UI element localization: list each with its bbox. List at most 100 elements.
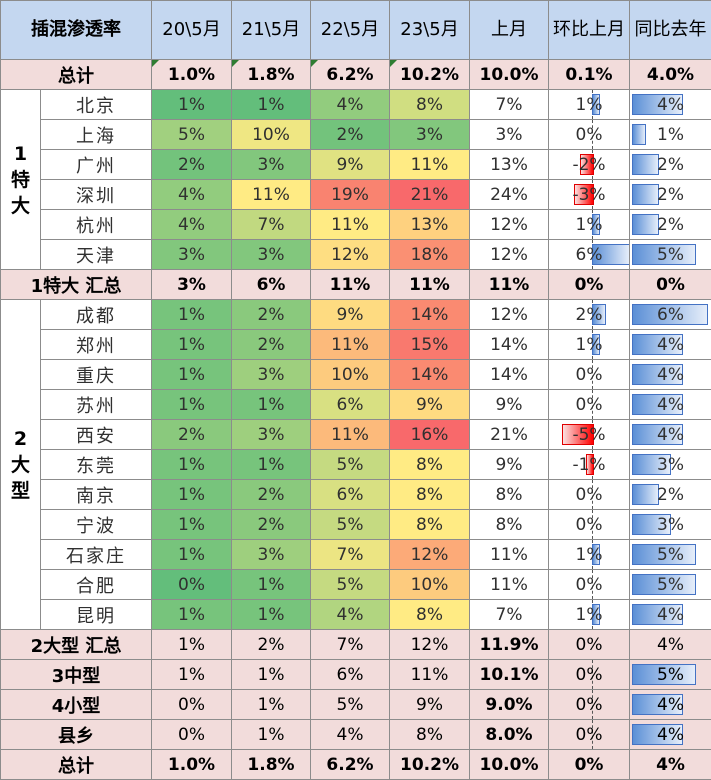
summary-label: 3中型 [1,660,152,690]
yoy-cell: 4% [630,690,711,720]
summary-yoy: 4% [630,750,711,780]
cell-20-may: 2% [152,420,232,450]
mom-value: 1% [576,215,603,235]
summary-22-may: 6.2% [311,750,390,780]
mom-cell: 1% [549,90,630,120]
cell-20-may: 3% [152,240,232,270]
mom-value: 1% [576,605,603,625]
cell-21-may: 10% [232,120,311,150]
mom-cell: 0% [549,120,630,150]
cell-21-may: 1% [232,90,311,120]
cell-last-month: 12% [470,240,549,270]
cell-23-may: 14% [390,360,470,390]
yoy-cell: 5% [630,540,711,570]
mom-value: 6% [576,245,603,265]
mom-cell: -1% [549,450,630,480]
cell-22-may: 9% [311,150,390,180]
city-name: 石家庄 [41,540,152,570]
header-21-may: 21\5月 [232,1,311,60]
cell-22-may: 11% [311,420,390,450]
cell-23-may: 8% [390,90,470,120]
mom-cell: -5% [549,420,630,450]
city-name: 郑州 [41,330,152,360]
city-name: 南京 [41,480,152,510]
mom-cell: 1% [549,540,630,570]
mom-value: 0% [576,485,603,505]
city-name: 合肥 [41,570,152,600]
cell-22-may: 6% [311,390,390,420]
header-mom: 环比上月 [549,1,630,60]
cell-21-may: 3% [232,150,311,180]
cell-last-month: 12% [470,300,549,330]
cell-20-may: 1% [152,90,232,120]
summary-mom: 0% [549,630,630,660]
cell-last-month: 14% [470,360,549,390]
mom-cell: 2% [549,300,630,330]
cell-23-may: 16% [390,420,470,450]
mom-cell: 0% [549,390,630,420]
header-last-month: 上月 [470,1,549,60]
mom-value: 0% [576,665,603,685]
cell-23-may: 10% [390,570,470,600]
cell-22-may: 11% [311,330,390,360]
cell-23-may: 14% [390,300,470,330]
summary-20-may: 0% [152,720,232,750]
cell-22-may: 4% [311,600,390,630]
yoy-value: 1% [657,125,684,145]
marker-triangle [232,60,239,67]
yoy-value: 4% [657,695,684,715]
mom-cell: 1% [549,330,630,360]
mom-value: 0% [576,125,603,145]
summary-21-may: 6% [232,270,311,300]
summary-20-may: 1% [152,630,232,660]
cell-20-may: 5% [152,120,232,150]
cell-22-may: 9% [311,300,390,330]
summary-mom: 0% [549,750,630,780]
city-name: 苏州 [41,390,152,420]
summary-last-month: 10.1% [470,660,549,690]
cell-21-may: 3% [232,240,311,270]
cell-21-may: 2% [232,330,311,360]
summary-last-month: 10.0% [470,60,549,90]
yoy-value: 5% [657,245,684,265]
cell-20-may: 1% [152,450,232,480]
mom-value: -5% [572,425,605,445]
mom-cell: 0% [549,360,630,390]
summary-21-may: 1.8% [232,60,311,90]
summary-label: 县乡 [1,720,152,750]
summary-yoy: 4.0% [630,60,711,90]
cell-20-may: 2% [152,150,232,180]
cell-last-month: 14% [470,330,549,360]
yoy-cell: 5% [630,570,711,600]
yoy-bar [632,484,659,505]
summary-last-month: 8.0% [470,720,549,750]
city-name: 杭州 [41,210,152,240]
yoy-cell: 4% [630,330,711,360]
cell-23-may: 8% [390,450,470,480]
mom-value: 2% [576,305,603,325]
summary-20-may: 3% [152,270,232,300]
summary-22-may: 4% [311,720,390,750]
mom-cell: 0% [549,720,630,750]
yoy-bar [632,154,659,175]
yoy-value: 6% [657,305,684,325]
summary-label: 4小型 [1,690,152,720]
summary-22-may: 7% [311,630,390,660]
mom-value: -3% [572,185,605,205]
summary-yoy: 0% [630,270,711,300]
cell-22-may: 7% [311,540,390,570]
cell-22-may: 12% [311,240,390,270]
mom-value: 0% [576,695,603,715]
yoy-value: 4% [657,335,684,355]
